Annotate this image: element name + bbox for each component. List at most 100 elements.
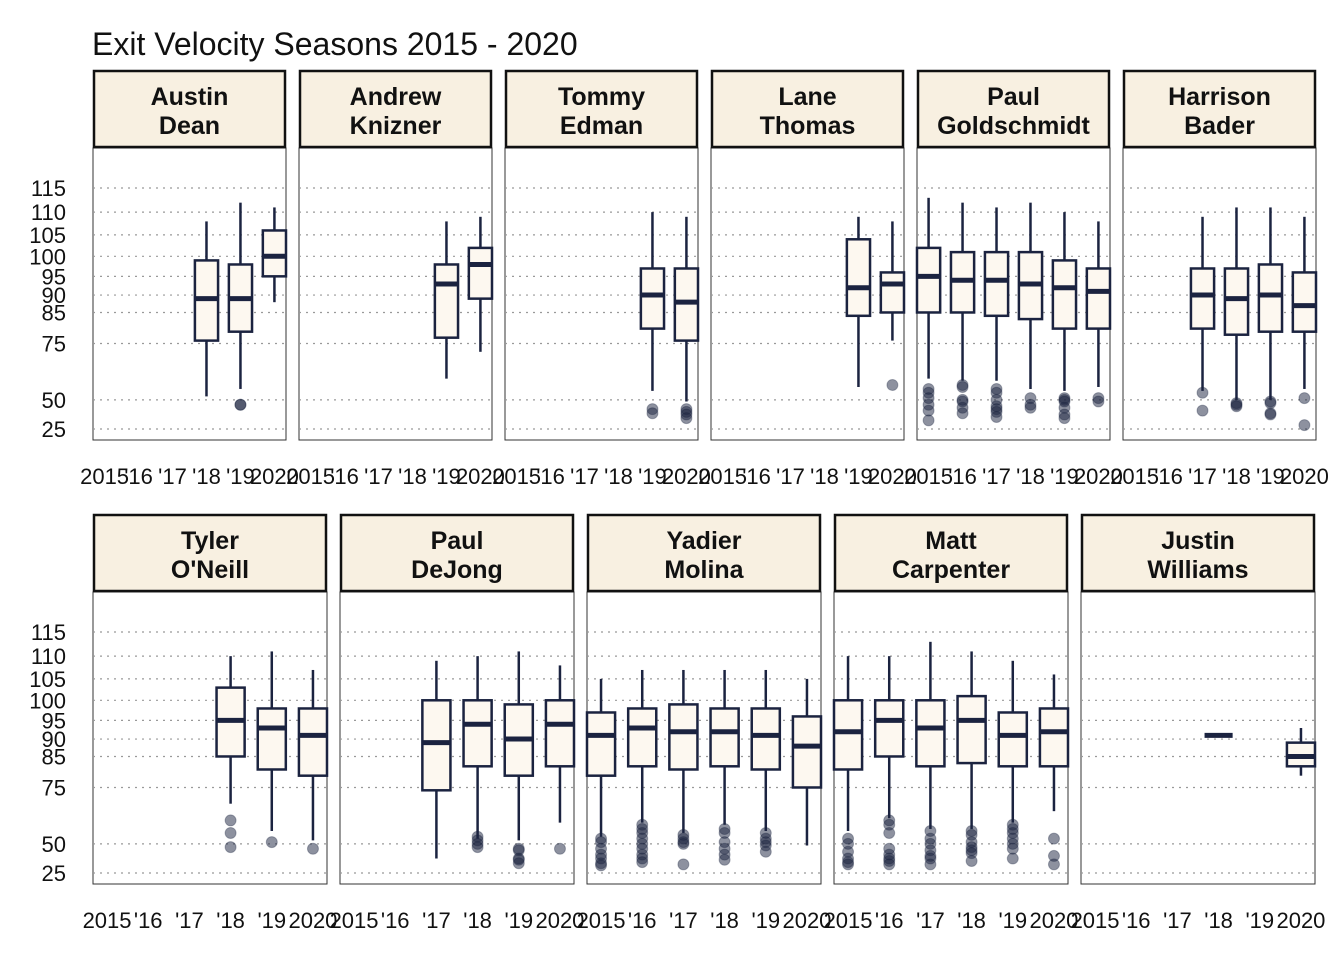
season-box: [215, 656, 246, 854]
strip-label: Tommy: [558, 83, 645, 111]
y-tick-label: 105: [29, 667, 66, 692]
y-tick-label: 95: [42, 708, 66, 733]
season-box: [845, 216, 872, 387]
box-iqr: [915, 246, 942, 314]
box-iqr: [1038, 707, 1070, 768]
season-box: [915, 641, 946, 871]
box-iqr: [879, 271, 906, 314]
outlier-point: [956, 407, 969, 420]
x-tick-label: '19: [751, 908, 780, 933]
panel-border: [92, 591, 328, 885]
season-box: [433, 221, 460, 379]
outlier-point: [553, 842, 566, 855]
season-box: [832, 656, 864, 871]
season-box: [1291, 216, 1318, 432]
y-tick-label: 105: [29, 223, 66, 248]
outlier-point: [265, 836, 278, 849]
box-iqr: [845, 238, 872, 318]
panel-border: [504, 147, 699, 441]
x-tick-label: 2015: [330, 908, 379, 933]
x-tick-label: '18: [1222, 464, 1251, 489]
x-tick-label: '18: [398, 464, 427, 489]
outlier-point: [595, 859, 608, 872]
x-tick-label: '16: [1122, 908, 1151, 933]
outlier-point: [680, 412, 693, 425]
x-tick-label: 2020: [662, 464, 711, 489]
season-box: [750, 669, 782, 858]
outlier-point: [1024, 401, 1037, 414]
x-tick-label: 2015: [904, 464, 953, 489]
y-tick-label: 75: [42, 775, 66, 800]
x-tick-label: '19: [1256, 464, 1285, 489]
outlier-point: [1264, 397, 1277, 410]
x-tick-label: '19: [1050, 464, 1079, 489]
outlier-point: [1058, 412, 1071, 425]
season-box: [462, 656, 493, 854]
x-tick-label: '17: [175, 908, 204, 933]
strip-label: Williams: [1147, 556, 1248, 584]
strip-label: Edman: [560, 112, 643, 140]
x-tick-label: 2015: [824, 908, 873, 933]
outlier-point: [471, 841, 484, 854]
box-iqr: [997, 711, 1029, 768]
strip-label: Paul: [431, 527, 484, 555]
box-iqr: [462, 699, 493, 768]
outlier-point: [922, 414, 935, 427]
outlier-point: [224, 826, 237, 839]
x-tick-label: '17: [1188, 464, 1217, 489]
strip-label: Yadier: [666, 527, 741, 555]
strip-label: Bader: [1184, 112, 1255, 140]
season-box: [421, 660, 452, 859]
outlier-point: [718, 853, 731, 866]
x-tick-label: 2020: [456, 464, 505, 489]
season-box: [673, 216, 700, 425]
box-iqr: [750, 707, 782, 771]
season-box: [956, 651, 987, 867]
box-iqr: [1085, 267, 1112, 330]
x-tick-label: 2020: [288, 908, 337, 933]
season-box: [1257, 207, 1284, 421]
outlier-point: [842, 858, 855, 871]
x-tick-label: '19: [226, 464, 255, 489]
outlier-point: [636, 856, 649, 869]
outlier-point: [1298, 419, 1311, 432]
panel-border: [1080, 591, 1316, 885]
x-tick-label: '18: [192, 464, 221, 489]
x-tick-label: '16: [124, 464, 153, 489]
x-tick-label: '18: [216, 908, 245, 933]
x-tick-label: '19: [638, 464, 667, 489]
strip-label: Dean: [159, 112, 220, 140]
season-box: [1017, 202, 1044, 414]
y-tick-label: 90: [42, 283, 66, 308]
panel-border: [916, 147, 1111, 441]
season-box: [997, 660, 1029, 865]
x-tick-label: 2020: [250, 464, 299, 489]
season-box: [1223, 207, 1250, 413]
x-tick-label: '16: [330, 464, 359, 489]
x-tick-label: '19: [998, 908, 1027, 933]
strip-header: [504, 69, 699, 149]
x-tick-label: 2015: [1110, 464, 1159, 489]
strip-label: Tyler: [181, 527, 239, 555]
strip-label: Harrison: [1168, 83, 1271, 111]
outlier-point: [224, 841, 237, 854]
x-tick-label: '19: [432, 464, 461, 489]
x-tick-label: '16: [948, 464, 977, 489]
panel-border: [833, 591, 1069, 885]
box-iqr: [791, 715, 823, 789]
outlier-point: [677, 858, 690, 871]
strip-header: [339, 513, 575, 593]
strip-header: [586, 513, 822, 593]
y-tick-label: 85: [42, 744, 66, 769]
x-tick-label: 2020: [1029, 908, 1078, 933]
outlier-point: [1196, 386, 1209, 399]
outlier-point: [306, 842, 319, 855]
season-box: [256, 651, 288, 849]
